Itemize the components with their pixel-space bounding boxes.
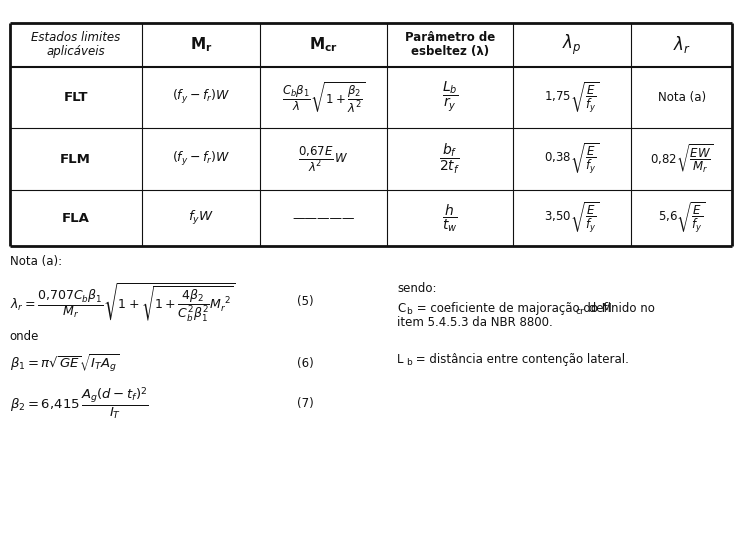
Text: FLA: FLA [62,212,90,225]
Text: item 5.4.5.3 da NBR 8800.: item 5.4.5.3 da NBR 8800. [397,316,553,329]
Text: $\beta_2 = 6{,}415\,\dfrac{A_g(d-t_f)^2}{I_T}$: $\beta_2 = 6{,}415\,\dfrac{A_g(d-t_f)^2}… [10,386,148,422]
Text: (6): (6) [297,357,314,370]
Text: $1{,}75\sqrt{\dfrac{E}{f_y}}$: $1{,}75\sqrt{\dfrac{E}{f_y}}$ [545,80,600,115]
Text: Estados limites: Estados limites [31,31,120,43]
Text: = coeficiente de majoração do M: = coeficiente de majoração do M [413,302,611,315]
Text: $\dfrac{0{,}67E}{\lambda^2}\,W$: $\dfrac{0{,}67E}{\lambda^2}\,W$ [298,145,349,173]
Text: $\beta_1 = \pi\sqrt{GE}\sqrt{I_T A_g}$: $\beta_1 = \pi\sqrt{GE}\sqrt{I_T A_g}$ [10,352,119,375]
Text: definido no: definido no [585,302,655,315]
Text: (5): (5) [297,295,313,308]
Text: $\dfrac{C_b\beta_1}{\lambda}\sqrt{1+\dfrac{\beta_2}{\lambda^2}}$: $\dfrac{C_b\beta_1}{\lambda}\sqrt{1+\dfr… [282,80,365,115]
Text: $\dfrac{b_f}{2t_f}$: $\dfrac{b_f}{2t_f}$ [439,142,460,176]
Text: $\lambda_p$: $\lambda_p$ [562,32,582,57]
Text: $(f_y - f_r)W$: $(f_y - f_r)W$ [172,150,230,168]
Text: b: b [407,307,413,316]
Text: $\mathbf{M_r}$: $\mathbf{M_r}$ [190,35,212,54]
Text: $3{,}50\sqrt{\dfrac{E}{f_y}}$: $3{,}50\sqrt{\dfrac{E}{f_y}}$ [545,201,600,236]
Text: $\lambda_r = \dfrac{0{,}707C_b\beta_1}{M_r}\sqrt{1+\sqrt{1+\dfrac{4\beta_2}{C_b^: $\lambda_r = \dfrac{0{,}707C_b\beta_1}{M… [10,281,234,323]
Text: esbeltez (λ): esbeltez (λ) [410,45,489,57]
Text: (7): (7) [297,397,314,410]
Text: $\dfrac{L_b}{r_y}$: $\dfrac{L_b}{r_y}$ [441,81,458,114]
Text: Nota (a):: Nota (a): [10,255,62,268]
Text: FLM: FLM [60,153,91,166]
Text: $(f_y - f_r)W$: $(f_y - f_r)W$ [172,89,230,106]
Text: C: C [397,302,405,315]
Text: Parâmetro de: Parâmetro de [404,31,495,43]
Text: $\mathbf{M_{cr}}$: $\mathbf{M_{cr}}$ [309,35,338,54]
Text: sendo:: sendo: [397,282,436,295]
Text: b: b [406,358,412,367]
Text: $\dfrac{h}{t_w}$: $\dfrac{h}{t_w}$ [441,202,458,234]
Text: $5{,}6\sqrt{\dfrac{E}{f_y}}$: $5{,}6\sqrt{\dfrac{E}{f_y}}$ [658,201,706,236]
Text: L: L [397,353,404,366]
Text: cr: cr [576,307,585,316]
Text: $\lambda_r$: $\lambda_r$ [673,34,691,55]
Text: onde: onde [10,330,39,343]
Text: $0{,}82\sqrt{\dfrac{EW}{M_r}}$: $0{,}82\sqrt{\dfrac{EW}{M_r}}$ [650,143,714,176]
Text: $f_yW$: $f_yW$ [188,209,214,227]
Text: FLT: FLT [63,91,88,104]
Text: aplicáveis: aplicáveis [46,45,105,57]
Text: = distância entre contenção lateral.: = distância entre contenção lateral. [412,353,628,366]
Text: Nota (a): Nota (a) [658,91,706,104]
Text: $0{,}38\sqrt{\dfrac{E}{f_y}}$: $0{,}38\sqrt{\dfrac{E}{f_y}}$ [545,142,600,177]
Text: —————: ————— [292,212,355,225]
